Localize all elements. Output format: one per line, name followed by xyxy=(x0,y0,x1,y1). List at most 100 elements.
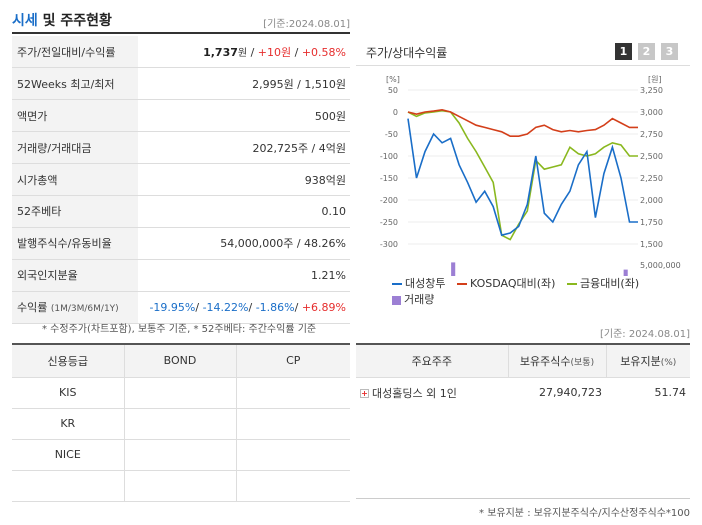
row-label: 거래량/거래대금 xyxy=(12,131,138,165)
legend-swatch xyxy=(566,283,577,285)
chart-page-1-button[interactable]: 1 xyxy=(615,43,632,60)
bond-cell xyxy=(124,377,237,409)
left-tick-label: 50 xyxy=(388,86,398,95)
right-tick-label: 2,750 xyxy=(640,130,663,139)
left-tick-label: -150 xyxy=(380,174,398,183)
agency-cell: KR xyxy=(12,408,125,440)
table-row: + 대성홀딩스 외 1인 27,940,723 51.74 xyxy=(356,377,690,408)
legend-item: KOSDAQ대비(좌) xyxy=(456,276,555,292)
ratio-cell: 51.74 xyxy=(654,386,687,400)
volume-bar xyxy=(451,262,456,276)
agency-cell: NICE xyxy=(12,439,125,471)
volume-bar xyxy=(623,269,628,276)
table-row: NICE xyxy=(12,439,350,471)
reference-date-2: [기준: 2024.08.01] xyxy=(599,329,690,340)
legend-swatch xyxy=(392,295,401,305)
agency-cell xyxy=(12,470,125,502)
right-axis-unit: [원] xyxy=(648,75,662,84)
major-shareholders-table: 주요주주 보유주식수(보통) 보유지분(%) + 대성홀딩스 외 1인 27,94… xyxy=(356,343,690,408)
row-label: 발행주식수/유동비율 xyxy=(12,227,138,260)
section-title: 시세 및 주주현황 xyxy=(12,13,112,29)
row-value: 54,000,000주 / 48.26% xyxy=(138,227,350,260)
chart-pager: 1 2 3 xyxy=(615,43,678,60)
left-tick-label: -250 xyxy=(380,218,398,227)
right-tick-label: 3,250 xyxy=(640,86,663,95)
bond-cell xyxy=(124,408,237,440)
right-tick-label: 2,000 xyxy=(640,196,663,205)
series-line-1 xyxy=(407,108,638,137)
left-tick-label: -50 xyxy=(385,130,398,139)
table-row: 주가/전일대비/수익률 1,737원 / +10원 / +0.58% xyxy=(12,36,350,69)
cp-cell xyxy=(236,377,350,409)
table-row: 52주베타 0.10 xyxy=(12,195,350,228)
table-row: 발행주식수/유동비율 54,000,000주 / 48.26% xyxy=(12,227,350,260)
volume-tick-label: 5,000,000 xyxy=(640,261,681,270)
credit-rating-table: 신용등급 BOND CP KIS KR NICE xyxy=(12,343,350,502)
right-tick-label: 2,250 xyxy=(640,174,663,183)
table-header-row: 신용등급 BOND CP xyxy=(12,344,350,378)
table-row: 외국인지분율 1.21% xyxy=(12,259,350,292)
column-header: CP xyxy=(236,344,350,378)
row-value: 1.21% xyxy=(138,259,350,292)
price-value: 1,737원 / +10원 / +0.58% xyxy=(138,36,350,69)
bond-cell xyxy=(124,439,237,471)
legend-item: 거래량 xyxy=(392,292,434,308)
chart-page-2-button[interactable]: 2 xyxy=(638,43,655,60)
legend-swatch xyxy=(392,283,402,285)
table-row: KR xyxy=(12,408,350,440)
shares-cell: 27,940,723 xyxy=(539,386,602,400)
column-header: 보유주식수(보통) xyxy=(508,344,607,378)
row-label: 수익률 (1M/3M/6M/1Y) xyxy=(12,291,138,324)
chart-title: 주가/상대수익률 xyxy=(366,46,448,60)
row-label: 52Weeks 최고/최저 xyxy=(12,67,138,101)
footnote: * 보유지분 : 보유지분주식수/지수산정주식수*100 xyxy=(479,508,690,519)
legend-item: 금융대비(좌) xyxy=(566,276,639,292)
right-tick-label: 1,750 xyxy=(640,218,663,227)
footnote: * 수정주가(차트포함), 보통주 기준, * 52주베타: 주간수익률 기준 xyxy=(42,324,317,335)
bond-cell xyxy=(124,470,237,502)
left-tick-label: -100 xyxy=(380,152,398,161)
table-row: 액면가 500원 xyxy=(12,99,350,133)
column-header: 주요주주 xyxy=(356,344,509,378)
holder-name-cell: + 대성홀딩스 외 1인 xyxy=(360,386,457,400)
right-tick-label: 1,500 xyxy=(640,240,663,249)
row-value: 500원 xyxy=(138,99,350,133)
price-chart: [%] [원] 50 0 -50 -100 -150 -200 -250 -300 3,250 3,0… xyxy=(380,75,681,276)
left-tick-label: -200 xyxy=(380,196,398,205)
legend-item: 대성창투 xyxy=(392,276,445,292)
agency-cell: KIS xyxy=(12,377,125,409)
reference-date: [기준:2024.08.01] xyxy=(263,19,350,30)
row-value: 202,725주 / 4억원 xyxy=(138,131,350,165)
row-value: 2,995원 / 1,510원 xyxy=(138,67,350,101)
market-summary-table: 주가/전일대비/수익률 1,737원 / +10원 / +0.58% 52Wee… xyxy=(12,36,350,324)
section-header: 시세 및 주주현황 [기준:2024.08.01] xyxy=(12,6,350,34)
row-label: 52주베타 xyxy=(12,195,138,228)
table-row: 52Weeks 최고/최저 2,995원 / 1,510원 xyxy=(12,67,350,101)
expand-plus-icon[interactable]: + xyxy=(360,389,369,399)
row-value: 938억원 xyxy=(138,163,350,196)
row-value: 0.10 xyxy=(138,195,350,228)
table-row: 거래량/거래대금 202,725주 / 4억원 xyxy=(12,131,350,165)
left-axis-unit: [%] xyxy=(386,75,400,84)
column-header: 신용등급 xyxy=(12,344,125,378)
chart-page-3-button[interactable]: 3 xyxy=(661,43,678,60)
left-tick-label: 0 xyxy=(393,108,398,117)
chart-legend: 대성창투 KOSDAQ대비(좌) 금융대비(좌) 거래량 xyxy=(392,276,692,308)
table-header-row: 주요주주 보유주식수(보통) 보유지분(%) xyxy=(356,344,690,378)
chart-header: 주가/상대수익률 1 2 3 xyxy=(356,36,690,66)
cp-cell xyxy=(236,408,350,440)
table-row: 시가총액 938억원 xyxy=(12,163,350,196)
column-header: BOND xyxy=(124,344,237,378)
table-row: KIS xyxy=(12,377,350,409)
table-row xyxy=(12,470,350,502)
legend-swatch xyxy=(456,283,467,285)
row-label: 액면가 xyxy=(12,99,138,133)
column-header: 보유지분(%) xyxy=(606,344,690,378)
right-tick-label: 2,500 xyxy=(640,152,663,161)
row-label: 시가총액 xyxy=(12,163,138,196)
row-label: 주가/전일대비/수익률 xyxy=(12,36,138,69)
table-row: 수익률 (1M/3M/6M/1Y) -19.95%/ -14.22%/ -1.8… xyxy=(12,291,350,324)
divider xyxy=(356,498,690,499)
returns-value: -19.95%/ -14.22%/ -1.86%/ +6.89% xyxy=(138,291,350,324)
series-line-0 xyxy=(407,118,638,237)
